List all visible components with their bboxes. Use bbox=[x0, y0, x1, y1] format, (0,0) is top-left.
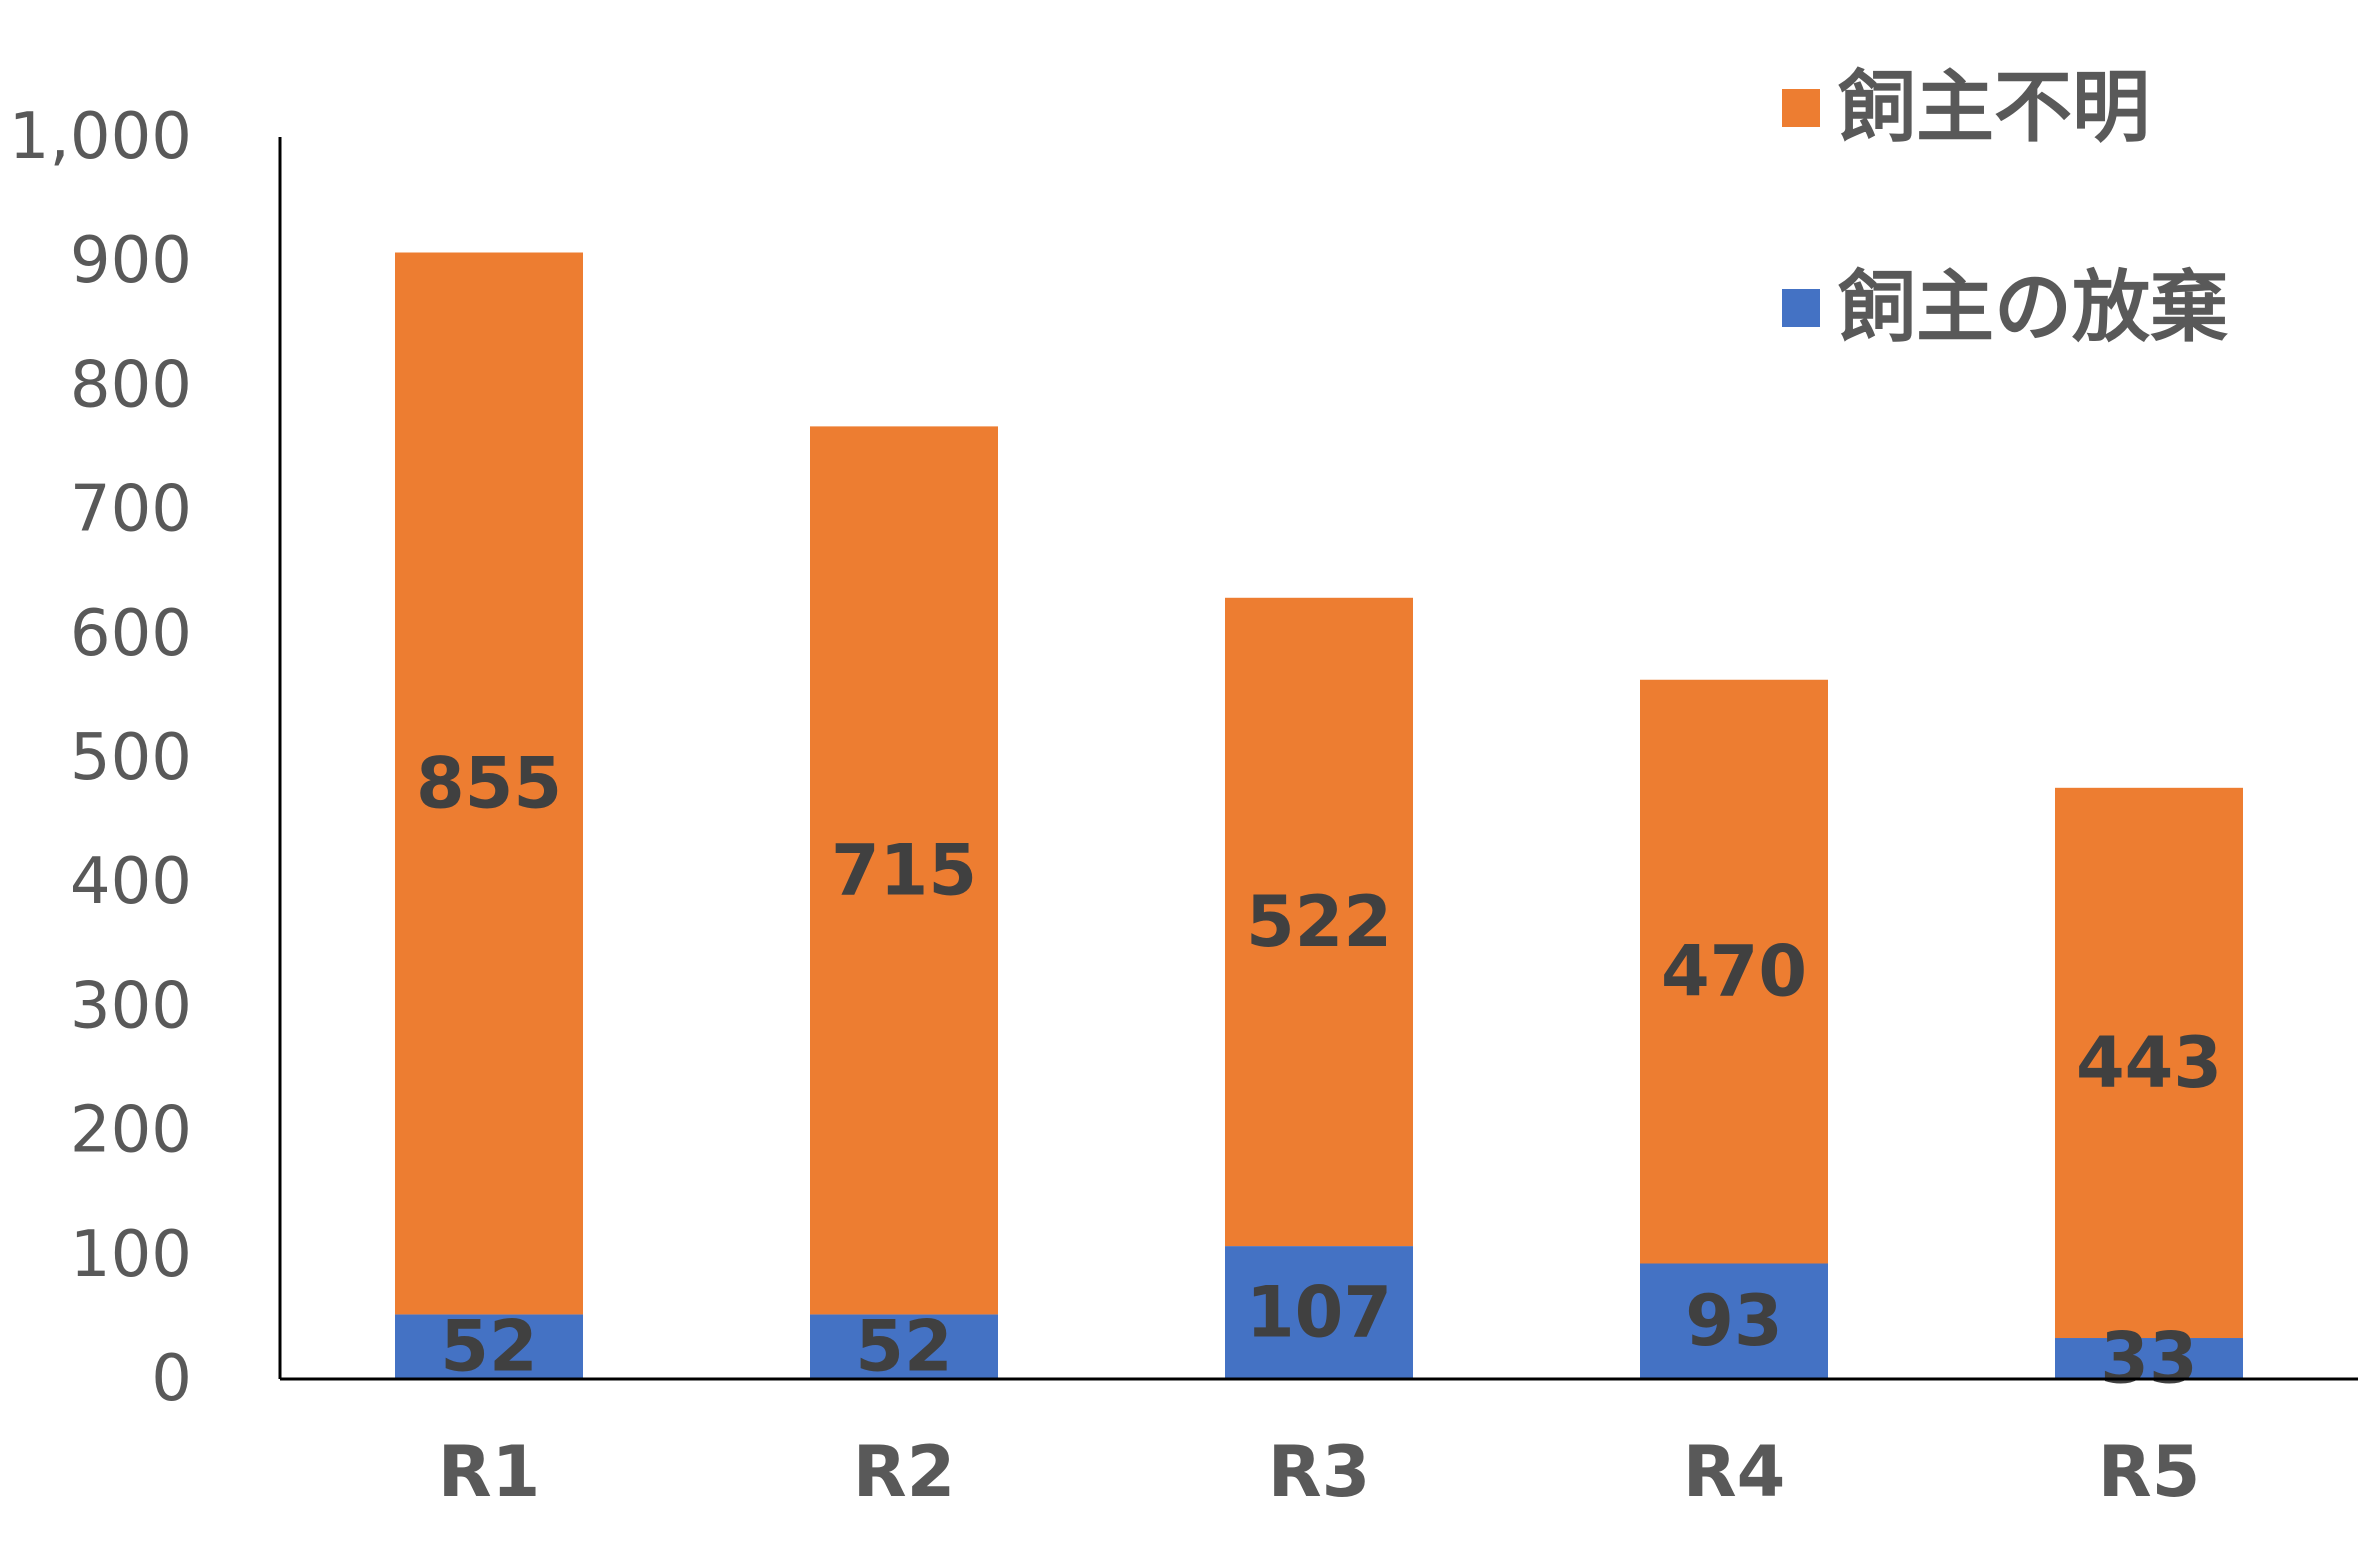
legend-swatch-1 bbox=[1782, 289, 1820, 327]
y-tick-label-1000: 1,000 bbox=[9, 100, 192, 174]
bar-r3-series-0 bbox=[1225, 1246, 1413, 1379]
bar-r1-series-0 bbox=[395, 1314, 583, 1379]
x-tick-label-r1: R1 bbox=[438, 1431, 541, 1513]
x-tick-label-r5: R5 bbox=[2098, 1431, 2201, 1513]
bar-r4-series-0 bbox=[1640, 1263, 1828, 1379]
y-tick-label-100: 100 bbox=[70, 1218, 192, 1292]
data-label-r2-series-1: 715 bbox=[831, 829, 977, 911]
y-tick-label-900: 900 bbox=[70, 224, 192, 298]
legend-swatch-0 bbox=[1782, 89, 1820, 127]
data-label-r1-series-1: 855 bbox=[416, 742, 562, 824]
data-label-r5-series-1: 443 bbox=[2076, 1022, 2222, 1104]
data-label-r5-series-0: 33 bbox=[2100, 1318, 2197, 1400]
bar-r5-series-0 bbox=[2055, 1338, 2243, 1379]
bar-r1-series-1 bbox=[395, 252, 583, 1315]
data-labels-group: 52 855 52 715 107 522 93 470 33 443 bbox=[416, 742, 2222, 1399]
data-label-r3-series-0: 107 bbox=[1246, 1272, 1392, 1354]
y-tick-label-300: 300 bbox=[70, 969, 192, 1043]
x-tick-label-r4: R4 bbox=[1683, 1431, 1786, 1513]
bar-r3-series-1 bbox=[1225, 597, 1413, 1247]
legend-label-0: 飼主不明 bbox=[1838, 63, 2150, 153]
y-tick-label-200: 200 bbox=[70, 1094, 192, 1168]
bar-r5-series-1 bbox=[2055, 787, 2243, 1339]
x-tick-labels-group: R1 R2 R3 R4 R5 bbox=[438, 1431, 2201, 1513]
data-label-r3-series-1: 522 bbox=[1246, 881, 1392, 963]
data-label-r1-series-0: 52 bbox=[440, 1306, 537, 1388]
data-label-r2-series-0: 52 bbox=[855, 1306, 952, 1388]
bars-group bbox=[395, 252, 2243, 1379]
y-tick-label-600: 600 bbox=[70, 597, 192, 671]
x-tick-label-r2: R2 bbox=[853, 1431, 956, 1513]
legend-label-1: 飼主の放棄 bbox=[1838, 263, 2228, 353]
y-tick-labels-group: 0 100 200 300 400 500 600 700 800 900 1,000 bbox=[9, 100, 192, 1416]
y-tick-label-800: 800 bbox=[70, 348, 192, 422]
data-label-r4-series-1: 470 bbox=[1661, 931, 1807, 1013]
bar-r2-series-1 bbox=[810, 426, 998, 1315]
bar-r4-series-1 bbox=[1640, 679, 1828, 1264]
axes-group bbox=[278, 137, 2358, 1381]
bar-r2-series-0 bbox=[810, 1314, 998, 1379]
y-tick-label-400: 400 bbox=[70, 845, 192, 919]
data-label-r4-series-0: 93 bbox=[1685, 1280, 1782, 1362]
x-tick-label-r3: R3 bbox=[1268, 1431, 1371, 1513]
y-tick-label-700: 700 bbox=[70, 473, 192, 547]
y-tick-label-0: 0 bbox=[151, 1342, 192, 1416]
y-tick-label-500: 500 bbox=[70, 721, 192, 795]
